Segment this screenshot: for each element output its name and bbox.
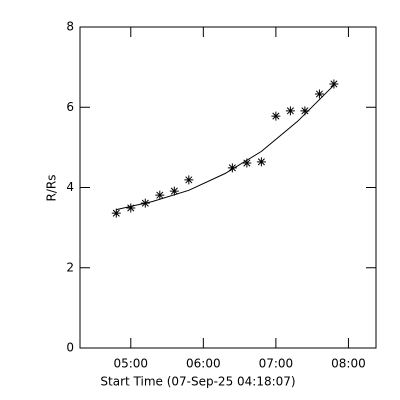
data-point xyxy=(329,79,339,89)
x-tick-label: 05:00 xyxy=(113,357,148,371)
data-point xyxy=(169,186,179,196)
y-axis-label: R/Rs xyxy=(45,175,59,202)
data-point xyxy=(140,198,150,208)
y-tick-label: 0 xyxy=(66,341,74,355)
y-tick-label: 2 xyxy=(66,260,74,274)
data-point xyxy=(256,157,266,167)
data-point xyxy=(184,175,194,185)
x-axis-label: Start Time (07-Sep-25 04:18:07) xyxy=(100,375,295,389)
y-tick-label: 8 xyxy=(66,20,74,34)
data-point xyxy=(314,89,324,99)
data-point xyxy=(155,190,165,200)
y-tick-label: 4 xyxy=(66,180,74,194)
plot-frame xyxy=(79,26,377,349)
data-point xyxy=(271,111,281,121)
x-tick-label: 07:00 xyxy=(259,357,294,371)
x-tick-label: 08:00 xyxy=(331,357,366,371)
data-point xyxy=(227,163,237,173)
data-point xyxy=(242,158,252,168)
data-point xyxy=(300,106,310,116)
y-tick-label: 6 xyxy=(66,100,74,114)
data-point xyxy=(111,208,121,218)
x-tick-label: 06:00 xyxy=(186,357,221,371)
data-point xyxy=(126,203,136,213)
fit-curve xyxy=(116,84,335,211)
data-point xyxy=(285,106,295,116)
